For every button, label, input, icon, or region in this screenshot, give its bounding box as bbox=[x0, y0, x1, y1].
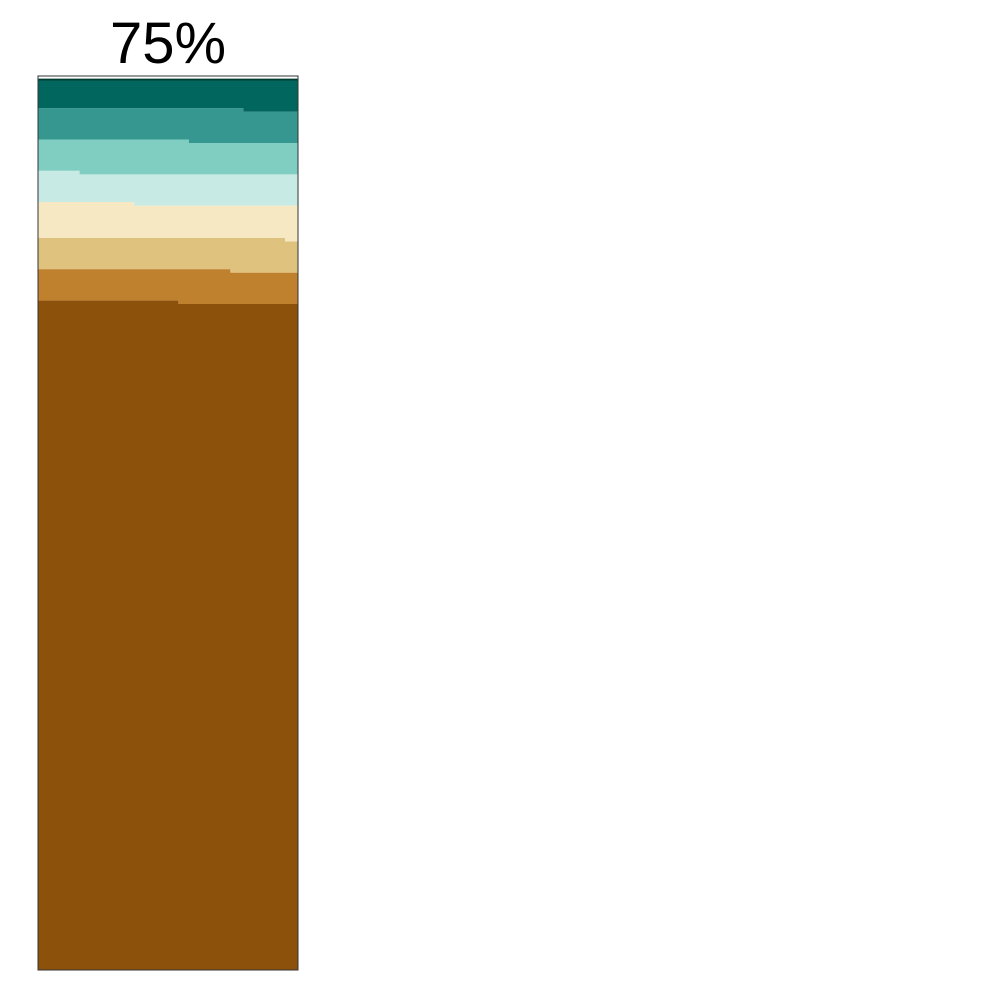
area-layer-9 bbox=[38, 78, 298, 81]
area-layer-2 bbox=[38, 269, 298, 304]
area-layer-5 bbox=[38, 170, 298, 206]
area-layer-8 bbox=[38, 80, 298, 112]
area-layer-6 bbox=[38, 139, 298, 175]
panel-title: 75% bbox=[110, 11, 226, 76]
area-layer-7 bbox=[38, 108, 298, 144]
area-layer-4 bbox=[38, 202, 298, 242]
area-layer-3 bbox=[38, 237, 298, 273]
stacked-layers bbox=[38, 78, 298, 970]
panel-frame bbox=[37, 75, 299, 971]
area-layer-1 bbox=[38, 300, 298, 970]
